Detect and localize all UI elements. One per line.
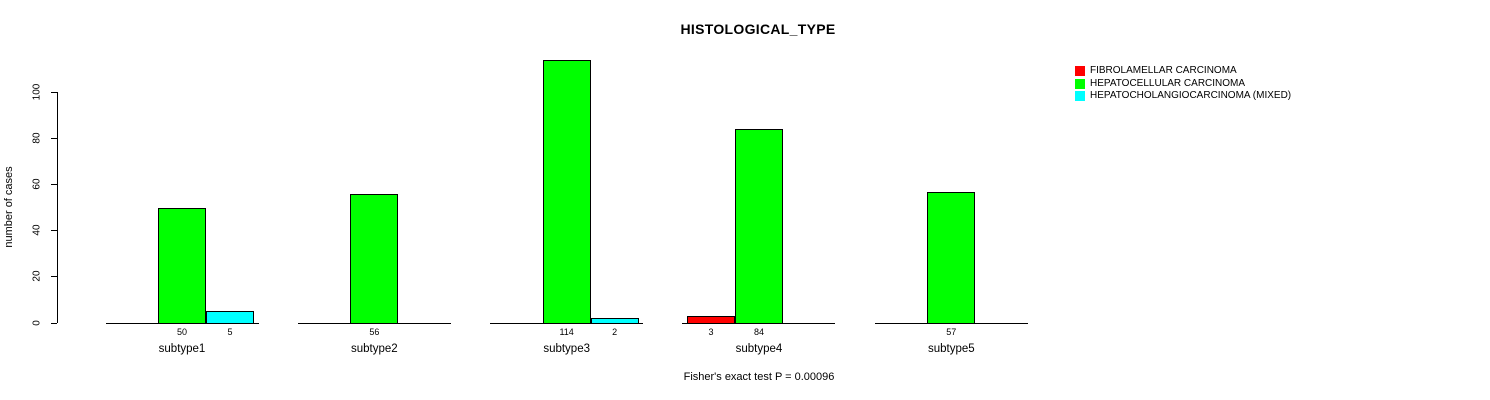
y-tick-label: 80 bbox=[31, 132, 43, 144]
bar-value-label: 50 bbox=[176, 327, 187, 337]
bar-value-label: 114 bbox=[559, 327, 574, 337]
y-axis-tick bbox=[50, 92, 57, 94]
category-label-subtype1: subtype1 bbox=[158, 343, 206, 355]
category-label-subtype3: subtype3 bbox=[543, 343, 590, 355]
bar-value-label: 3 bbox=[708, 327, 714, 337]
category-label-subtype2: subtype2 bbox=[350, 343, 398, 355]
category-label-subtype4: subtype4 bbox=[735, 343, 783, 355]
legend-item: HEPATOCHOLANGIOCARCINOMA (MIXED) bbox=[1075, 90, 1291, 103]
bar-value-label: 5 bbox=[227, 327, 233, 337]
chart-title: HISTOLOGICAL_TYPE bbox=[680, 21, 836, 37]
legend-item: HEPATOCELLULAR CARCINOMA bbox=[1075, 78, 1291, 91]
group-baseline bbox=[297, 323, 451, 324]
legend-swatch bbox=[1075, 66, 1085, 77]
legend-label: FIBROLAMELLAR CARCINOMA bbox=[1090, 65, 1237, 76]
legend-item: FIBROLAMELLAR CARCINOMA bbox=[1075, 65, 1291, 78]
bar-value-label: 84 bbox=[753, 327, 764, 337]
bar-value-label: 56 bbox=[369, 327, 380, 337]
group-baseline bbox=[682, 323, 836, 324]
y-axis-tick bbox=[50, 138, 57, 140]
bar-subtype4-series2 bbox=[734, 128, 783, 324]
bar-subtype4-series1 bbox=[686, 315, 735, 324]
category-label-subtype5: subtype5 bbox=[927, 343, 975, 355]
bar-subtype1-series2 bbox=[158, 207, 206, 324]
y-axis-tick bbox=[50, 230, 57, 232]
bar-value-label: 2 bbox=[612, 327, 618, 337]
y-tick-label: 0 bbox=[31, 319, 43, 326]
y-axis-line bbox=[56, 92, 58, 324]
y-tick-label: 20 bbox=[31, 270, 43, 282]
y-axis-tick bbox=[50, 322, 57, 324]
legend-swatch bbox=[1075, 78, 1085, 89]
legend: FIBROLAMELLAR CARCINOMA HEPATOCELLULAR CA… bbox=[1075, 65, 1291, 103]
bar-subtype1-series3 bbox=[206, 310, 254, 324]
bar-value-label: 57 bbox=[946, 327, 957, 337]
legend-label: HEPATOCHOLANGIOCARCINOMA (MIXED) bbox=[1090, 90, 1292, 101]
legend-label: HEPATOCELLULAR CARCINOMA bbox=[1090, 77, 1246, 89]
footer-note: Fisher's exact test P = 0.00096 bbox=[683, 371, 835, 383]
group-baseline bbox=[874, 323, 1028, 324]
bar-subtype3-series3 bbox=[590, 317, 639, 324]
y-tick-label: 60 bbox=[31, 178, 43, 190]
y-axis-tick bbox=[50, 276, 57, 278]
bar-subtype2-series2 bbox=[350, 193, 399, 324]
group-baseline bbox=[490, 323, 644, 324]
bar-subtype5-series2 bbox=[927, 191, 976, 324]
legend-swatch bbox=[1075, 91, 1085, 102]
y-tick-label: 40 bbox=[31, 224, 43, 236]
bar-subtype3-series2 bbox=[542, 59, 591, 324]
group-baseline bbox=[105, 323, 259, 324]
y-axis-tick bbox=[50, 184, 57, 186]
y-tick-label: 100 bbox=[31, 83, 43, 101]
